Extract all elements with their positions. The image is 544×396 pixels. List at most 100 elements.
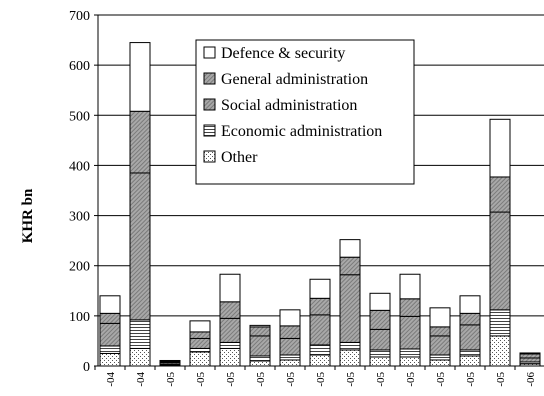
legend-swatch-general <box>203 72 216 85</box>
bars <box>99 42 541 367</box>
x-tick-label: -05 <box>465 372 477 387</box>
bar-segment-social <box>519 357 541 363</box>
bar-segment-defence <box>399 273 421 300</box>
bar-segment-defence <box>249 324 271 328</box>
bar-segment-economic <box>339 341 361 351</box>
y-tick-labels: 0 100 200 300 400 500 600 700 <box>69 9 90 375</box>
bar-segment-other <box>339 349 361 367</box>
legend-label-defence: Defence & security <box>221 45 345 62</box>
bar-stack <box>399 273 421 367</box>
legend-swatch-social <box>203 98 216 111</box>
y-tick-label: 400 <box>69 159 90 174</box>
bar-segment-general <box>219 301 241 319</box>
bar-segment-social <box>249 335 271 357</box>
bar-segment-other <box>489 335 511 367</box>
axes <box>94 14 544 370</box>
x-tick-label: -05 <box>435 372 447 387</box>
bar-segment-defence <box>519 352 541 355</box>
bar-segment-defence <box>159 359 181 362</box>
x-tick-label: -06 <box>525 372 537 387</box>
bar-segment-other <box>129 347 151 367</box>
bar-stack <box>429 307 451 367</box>
bar-segment-defence <box>489 118 511 178</box>
bar-segment-general <box>369 309 391 330</box>
bar-segment-defence <box>309 278 331 299</box>
bar-segment-other <box>279 359 301 367</box>
x-tick-label: -05 <box>195 372 207 387</box>
legend: Defence & security General administration… <box>195 39 415 185</box>
bar-segment-economic <box>189 347 211 353</box>
x-tick-label: -05 <box>285 372 297 387</box>
x-tick-label: -05 <box>165 372 177 387</box>
bar-stack <box>99 295 121 367</box>
bar-segment-general <box>519 353 541 359</box>
x-tick-labels: -04 -04 -05 -05 -05 -05 -05 -05 -05 -05 -05 -05 -05 -… <box>105 372 537 387</box>
bar-segment-general <box>459 312 481 326</box>
legend-box <box>195 39 415 185</box>
bar-segment-general <box>399 298 421 317</box>
bar-segment-general <box>309 297 331 316</box>
bar-segment-social <box>219 317 241 343</box>
legend-label-general: General administration <box>221 71 368 88</box>
x-tick-label: -05 <box>315 372 327 387</box>
bar-segment-economic <box>429 354 451 361</box>
x-tick-label: -04 <box>105 372 117 387</box>
x-tick-label: -05 <box>405 372 417 387</box>
y-tick-label: 700 <box>69 9 90 24</box>
bar-stack <box>189 320 211 367</box>
bar-stack <box>459 295 481 367</box>
bar-segment-other <box>99 352 121 367</box>
x-tick-label: -05 <box>345 372 357 387</box>
bar-segment-defence <box>99 295 121 314</box>
bar-segment-other <box>459 355 481 367</box>
bar-stack <box>339 239 361 367</box>
bar-segment-other <box>189 351 211 367</box>
bar-segment-economic <box>489 309 511 337</box>
bar-segment-defence <box>279 309 301 327</box>
bar-segment-defence <box>219 273 241 303</box>
bar-segment-economic <box>99 345 121 354</box>
bar-stack <box>309 278 331 367</box>
bar-segment-defence <box>369 292 391 311</box>
bar-segment-social <box>279 337 301 356</box>
legend-swatch-other <box>203 150 216 163</box>
legend-swatch-defence <box>203 46 216 59</box>
bar-segment-general <box>189 331 211 339</box>
bar-segment-general <box>339 256 361 276</box>
bar-segment-general <box>429 326 451 337</box>
bar-segment-general <box>279 325 301 339</box>
x-tick-label: -05 <box>225 372 237 387</box>
bar-segment-general <box>489 176 511 213</box>
bar-segment-other <box>369 356 391 367</box>
bar-segment-defence <box>189 320 211 333</box>
bar-segment-defence <box>339 239 361 258</box>
bar-stack <box>219 273 241 367</box>
bar-segment-defence <box>129 42 151 112</box>
bar-segment-other <box>399 356 421 367</box>
bar-stack <box>249 324 271 367</box>
legend-label-economic: Economic administration <box>221 123 382 140</box>
bar-segment-defence <box>429 307 451 328</box>
bar-stack <box>519 352 541 367</box>
legend-label-social: Social administration <box>221 97 357 114</box>
bar-segment-economic <box>219 341 241 349</box>
bar-segment-general <box>249 326 271 337</box>
bar-stack <box>279 309 301 367</box>
bar-stack <box>369 292 391 367</box>
y-tick-label: 100 <box>69 310 90 325</box>
y-tick-label: 300 <box>69 210 90 225</box>
bar-segment-defence <box>459 295 481 314</box>
bar-segment-other <box>219 347 241 367</box>
x-tick-label: -05 <box>255 372 267 387</box>
y-axis-title: KHR bn <box>20 188 36 243</box>
y-tick-label: 600 <box>69 59 90 74</box>
y-tick-label: 200 <box>69 260 90 275</box>
bar-segment-economic <box>459 349 481 357</box>
bar-stack <box>129 42 151 367</box>
bar-stack <box>159 359 181 367</box>
bar-segment-general <box>99 312 121 324</box>
bar-segment-economic <box>129 319 151 349</box>
legend-label-other: Other <box>221 149 258 166</box>
bar-segment-social <box>399 315 421 350</box>
